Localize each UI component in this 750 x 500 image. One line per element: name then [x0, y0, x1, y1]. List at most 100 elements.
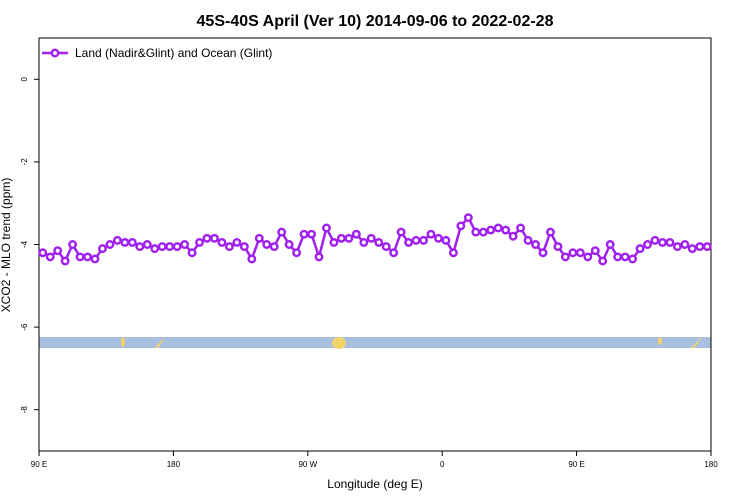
data-point	[322, 223, 331, 233]
land-blob	[658, 337, 662, 345]
data-point	[224, 242, 234, 252]
data-point	[635, 244, 645, 254]
data-point	[598, 256, 608, 266]
data-point	[359, 237, 369, 247]
data-point	[523, 235, 533, 245]
data-point	[381, 242, 391, 252]
data-point	[98, 244, 107, 254]
data-point	[336, 233, 346, 243]
data-point	[456, 221, 466, 231]
data-point	[404, 237, 414, 247]
y-tick-label: -4	[20, 240, 29, 248]
data-point	[531, 240, 540, 249]
data-point	[643, 240, 652, 249]
data-point	[672, 242, 682, 252]
data-point	[590, 246, 600, 256]
data-point	[180, 240, 190, 249]
land-blob	[691, 337, 702, 348]
x-tick-label: 90 W	[298, 460, 317, 469]
data-point	[493, 223, 503, 233]
data-point	[658, 237, 667, 247]
y-tick-label: 0	[20, 77, 29, 82]
data-point	[650, 235, 660, 245]
data-point	[702, 242, 712, 252]
data-point	[546, 227, 555, 237]
data-point	[217, 237, 227, 247]
data-point	[135, 242, 145, 252]
data-point	[157, 242, 167, 252]
data-point	[90, 254, 100, 264]
data-point	[605, 240, 615, 249]
data-point	[426, 229, 436, 239]
land-blob	[121, 337, 125, 347]
data-point	[687, 244, 697, 254]
chart-title: 45S-40S April (Ver 10) 2014-09-06 to 202…	[197, 13, 554, 30]
data-point	[665, 237, 675, 247]
data-point	[575, 248, 585, 258]
data-point	[210, 233, 219, 243]
data-point	[434, 233, 443, 243]
data-point	[284, 240, 294, 249]
land-blob	[332, 337, 346, 349]
data-point	[299, 229, 309, 239]
y-axis-label: XCO2 - MLO trend (ppm)	[0, 178, 13, 313]
data-point	[411, 235, 421, 245]
data-point	[560, 252, 570, 262]
data-point	[448, 248, 458, 258]
data-point	[613, 252, 623, 262]
data-point	[165, 242, 175, 252]
data-point	[53, 246, 63, 256]
data-point	[680, 240, 690, 249]
data-point	[142, 240, 152, 249]
data-point	[314, 252, 324, 262]
data-point	[516, 223, 526, 233]
y-tick-label: -6	[20, 323, 29, 331]
x-tick-label: 90 E	[31, 460, 47, 469]
data-point	[127, 237, 137, 247]
legend-marker	[50, 48, 60, 58]
data-point	[45, 252, 55, 262]
data-point	[202, 233, 212, 243]
x-tick-label: 180	[704, 460, 718, 469]
data-point	[695, 242, 705, 252]
data-point	[329, 237, 339, 247]
x-tick-label: 180	[167, 460, 181, 469]
data-point	[463, 213, 473, 223]
x-tick-label: 90 E	[568, 460, 584, 469]
data-point	[471, 227, 481, 237]
data-point	[262, 240, 272, 249]
data-point	[568, 248, 578, 258]
ocean-strip	[39, 337, 711, 348]
data-point	[396, 227, 406, 237]
data-point	[553, 242, 563, 252]
data-point	[269, 242, 279, 252]
data-point	[60, 256, 70, 266]
data-point	[239, 242, 249, 252]
data-point	[344, 233, 354, 243]
data-point	[75, 252, 85, 262]
land-blob	[155, 337, 165, 348]
legend-label: Land (Nadir&Glint) and Ocean (Glint)	[75, 46, 272, 60]
data-point	[351, 229, 361, 239]
data-point	[583, 252, 593, 262]
data-point	[172, 242, 182, 252]
data-point	[307, 229, 316, 239]
data-point	[538, 248, 548, 258]
data-point	[419, 235, 428, 245]
y-tick-label: -8	[20, 406, 29, 414]
data-point	[187, 248, 197, 258]
data-point	[620, 252, 630, 262]
data-point	[441, 235, 451, 245]
data-point	[247, 254, 257, 264]
data-point	[254, 233, 264, 243]
data-point	[486, 225, 496, 235]
data-point	[105, 240, 115, 249]
data-point	[478, 227, 488, 237]
data-point	[628, 254, 638, 264]
x-axis-label: Longitude (deg E)	[327, 477, 422, 491]
data-point	[83, 252, 92, 262]
data-point	[501, 225, 511, 235]
data-point	[38, 248, 48, 258]
land-ocean-strip	[39, 337, 711, 349]
